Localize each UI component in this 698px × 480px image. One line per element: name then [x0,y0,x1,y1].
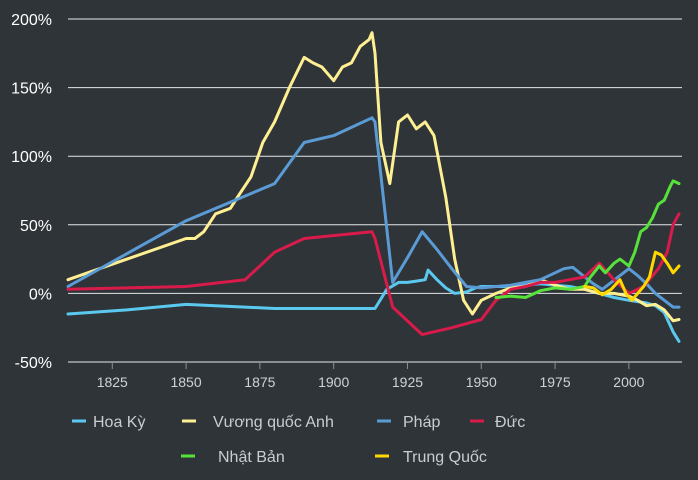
x-tick-label: 1875 [244,374,275,390]
legend-label[interactable]: Hoa Kỳ [93,414,145,431]
axes: 200% 150% 100% 50% 0% -50% 1825 1850 1875 1900 192… [11,12,682,390]
legend-label[interactable]: Đức [495,414,525,431]
x-tick-label: 1950 [466,374,497,390]
y-tick-label: 200% [11,12,52,29]
legend-label[interactable]: Trung Quốc [403,449,487,466]
x-tick-label: 1975 [539,374,570,390]
x-tick-label: 1925 [392,374,423,390]
series-lines [66,31,681,343]
series-line-5 [583,250,681,302]
y-tick-label: -50% [15,355,52,372]
series-line-3 [66,212,681,337]
y-tick-label: 150% [11,81,52,98]
x-tick-label: 1825 [97,374,128,390]
y-tick-label: 100% [11,149,52,166]
legend-label[interactable]: Vương quốc Anh [213,414,334,431]
x-tick-label: 1850 [170,374,201,390]
legend-label[interactable]: Nhật Bản [218,449,285,466]
series-line-2 [66,116,681,309]
series-line-4 [494,179,681,299]
legend: Hoa Kỳ Vương quốc Anh Pháp Đức Nhật Bản Trung… [72,414,525,466]
legend-label[interactable]: Pháp [403,414,440,431]
x-tick-label: 2000 [613,374,644,390]
series-line-1 [66,31,681,323]
y-tick-label: 0% [29,286,52,303]
x-tick-label: 1900 [318,374,349,390]
y-tick-label: 50% [20,218,52,235]
